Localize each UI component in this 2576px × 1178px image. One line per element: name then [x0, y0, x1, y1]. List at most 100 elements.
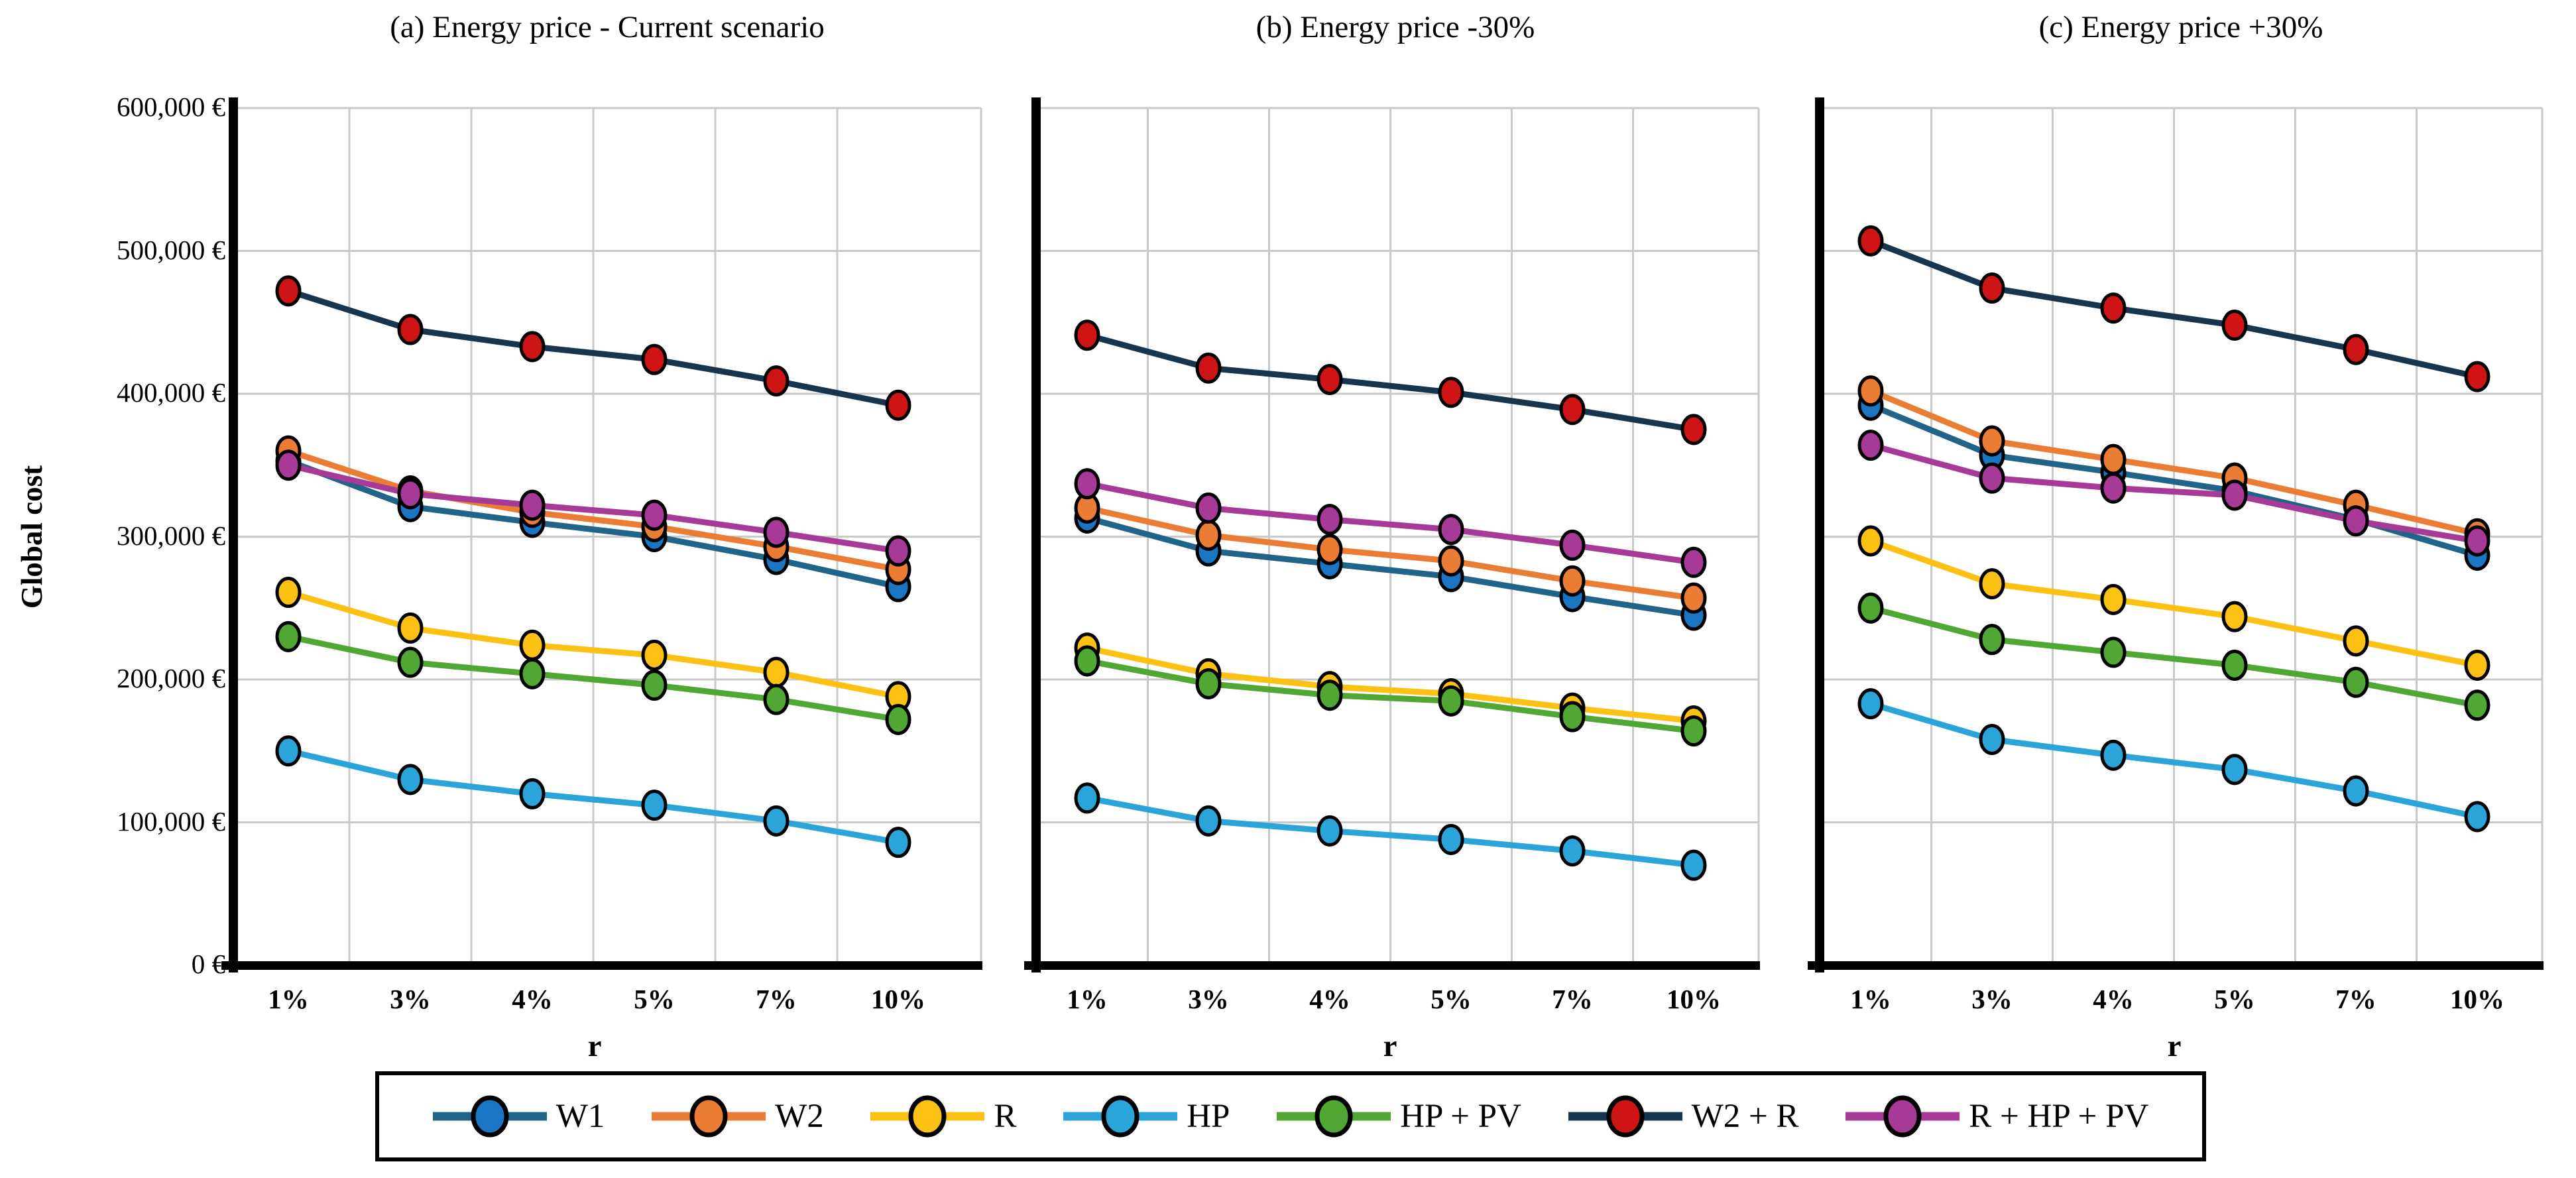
- legend-marker-icon: [652, 1095, 766, 1138]
- legend-item-hp: HP: [1063, 1093, 1230, 1140]
- legend-item-r: R: [870, 1093, 1016, 1140]
- data-point-marker: [641, 343, 668, 375]
- data-point-marker: [1074, 782, 1100, 814]
- legend-label: HP: [1187, 1098, 1230, 1135]
- data-point-marker: [1317, 534, 1343, 565]
- data-point-marker: [1559, 565, 1586, 597]
- series-line-W2 + R: [1084, 332, 1697, 433]
- series-line-W2: [285, 447, 902, 573]
- panel-c-x-axis-label: r: [2167, 1029, 2182, 1063]
- y-tick-label: 100,000 €: [117, 805, 225, 837]
- series-line-HP + PV: [1084, 658, 1697, 735]
- x-tick-label: 10%: [871, 984, 925, 1014]
- x-tick-label: 5%: [634, 984, 675, 1014]
- data-point-marker: [885, 827, 911, 858]
- data-point-marker: [885, 389, 911, 421]
- x-tick-label: 4%: [512, 984, 553, 1014]
- legend-item-rhppv: R + HP + PV: [1845, 1093, 2148, 1140]
- data-point-marker: [1979, 272, 2005, 304]
- y-axis-spine: [1815, 97, 1824, 972]
- data-point-marker: [1979, 568, 2005, 600]
- data-point-marker: [397, 646, 424, 678]
- data-point-marker: [2221, 754, 2248, 786]
- data-point-marker: [763, 656, 790, 688]
- x-axis-spine: [1024, 961, 1760, 970]
- data-point-marker: [519, 778, 546, 809]
- panel-a-x-axis-label: r: [587, 1029, 602, 1063]
- legend-label: W2: [775, 1098, 824, 1135]
- legend-item-w2r: W2 + R: [1568, 1093, 1799, 1140]
- panel-c-title: (c) Energy price +30%: [2038, 10, 2323, 44]
- data-point-marker: [2221, 310, 2248, 341]
- data-point-marker: [2100, 292, 2127, 324]
- x-axis-spine: [1808, 961, 2544, 970]
- x-tick-label: 10%: [2450, 984, 2504, 1014]
- data-point-marker: [1680, 849, 1707, 881]
- data-point-marker: [2464, 525, 2490, 557]
- y-tick-label: 400,000 €: [117, 377, 225, 408]
- data-point-marker: [275, 620, 302, 652]
- data-point-marker: [2100, 443, 2127, 475]
- data-point-marker: [1979, 462, 2005, 494]
- legend-item-w2: W2: [652, 1093, 824, 1140]
- legend-label: W1: [556, 1098, 605, 1135]
- x-tick-label: 5%: [2214, 984, 2255, 1014]
- data-point-marker: [1195, 805, 1222, 837]
- data-point-marker: [397, 764, 424, 795]
- x-axis-spine: [221, 961, 982, 970]
- panel-b-x-axis-label: r: [1383, 1029, 1397, 1063]
- data-point-marker: [1438, 377, 1464, 408]
- x-tick-label: 10%: [1667, 984, 1721, 1014]
- series-line-W2: [1084, 504, 1697, 601]
- data-point-marker: [1074, 468, 1100, 500]
- data-point-marker: [885, 535, 911, 567]
- data-point-marker: [1438, 685, 1464, 717]
- data-point-marker: [2100, 472, 2127, 504]
- data-point-marker: [1195, 492, 1222, 524]
- data-point-marker: [1074, 320, 1100, 351]
- data-point-marker: [1857, 375, 1884, 407]
- data-point-marker: [2100, 739, 2127, 771]
- y-tick-label: 300,000 €: [117, 520, 225, 551]
- data-point-marker: [1438, 545, 1464, 577]
- x-tick-label: 7%: [1552, 984, 1593, 1014]
- data-point-marker: [1317, 815, 1343, 847]
- data-point-marker: [641, 670, 668, 701]
- data-point-marker: [2464, 801, 2490, 833]
- data-point-marker: [2343, 666, 2369, 698]
- data-point-marker: [1979, 724, 2005, 756]
- data-point-marker: [519, 658, 546, 689]
- data-point-marker: [397, 612, 424, 644]
- series-line-W2 + R: [285, 288, 902, 408]
- legend-label: R: [994, 1098, 1017, 1135]
- data-point-marker: [1074, 645, 1100, 677]
- y-tick-label: 600,000 €: [117, 91, 225, 123]
- legend-label: W2 + R: [1691, 1098, 1799, 1135]
- data-point-marker: [2343, 333, 2369, 365]
- legend-label: HP + PV: [1400, 1098, 1521, 1135]
- legend-item-hppv: HP + PV: [1277, 1093, 1521, 1140]
- data-point-marker: [519, 489, 546, 521]
- legend-label: R + HP + PV: [1969, 1098, 2149, 1135]
- data-point-marker: [1857, 592, 1884, 624]
- data-point-marker: [2343, 775, 2369, 807]
- series-line-R: [1867, 538, 2481, 668]
- data-point-marker: [1559, 529, 1586, 561]
- legend: W1 W2 R HP HP + PV W2 + R R + HP + PV: [375, 1071, 2206, 1161]
- data-point-marker: [397, 478, 424, 510]
- series-line-W2: [1867, 388, 2481, 537]
- data-point-marker: [2343, 505, 2369, 537]
- panel-a-title: (a) Energy price - Current scenario: [390, 10, 825, 44]
- data-point-marker: [1195, 668, 1222, 699]
- data-point-marker: [1857, 525, 1884, 557]
- data-point-marker: [1680, 414, 1707, 445]
- panel-b-title: (b) Energy price -30%: [1256, 10, 1535, 44]
- data-point-marker: [275, 735, 302, 767]
- series-line-HP: [1084, 795, 1697, 868]
- data-point-marker: [1317, 363, 1343, 395]
- data-point-marker: [275, 577, 302, 609]
- data-point-marker: [1559, 394, 1586, 426]
- data-point-marker: [1438, 823, 1464, 855]
- data-point-marker: [1559, 701, 1586, 733]
